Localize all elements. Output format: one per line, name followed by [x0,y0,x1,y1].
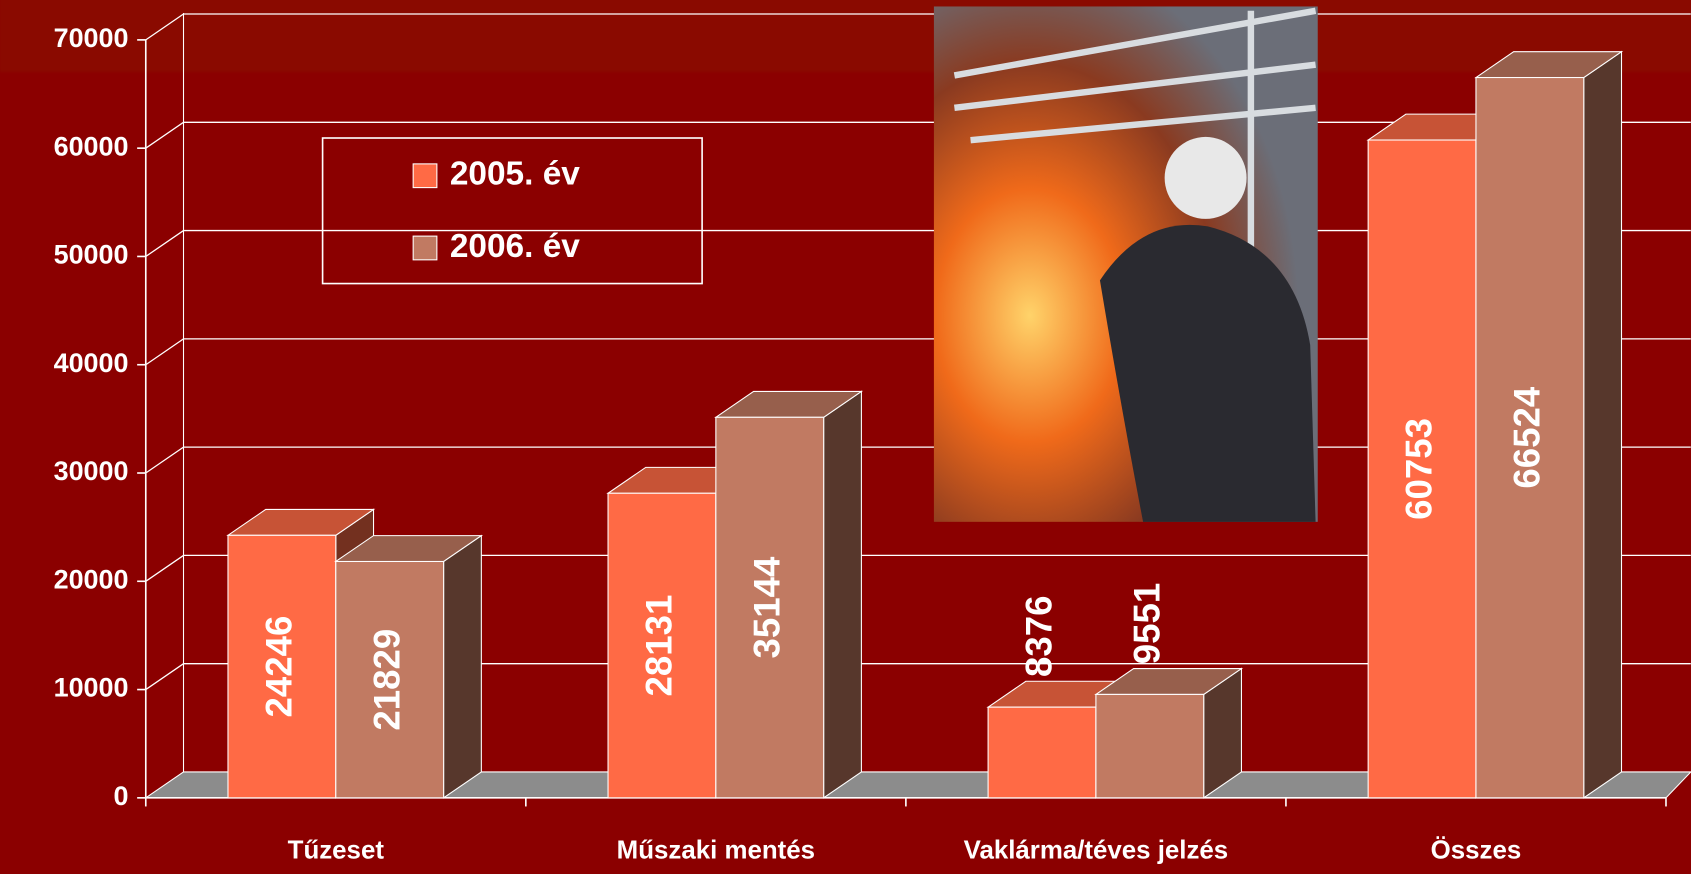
data-label: 9551 [1126,583,1167,665]
bar-group [716,391,862,797]
legend-swatch [413,236,437,260]
legend-label: 2006. év [450,228,580,265]
bar-group [1096,669,1242,798]
bar-side [444,536,482,798]
y-tick-label: 60000 [54,131,129,161]
y-tick-label: 10000 [54,673,129,703]
photo-helmet [1165,137,1247,219]
y-tick-label: 30000 [54,456,129,486]
y-tick-label: 50000 [54,240,129,270]
data-label: 66524 [1507,386,1548,489]
legend-swatch [413,164,437,188]
x-tick-label: Műszaki mentés [617,837,815,865]
page: {"chart_data": {"type": "bar3d", "catego… [0,0,1691,874]
data-label: 60753 [1399,418,1440,520]
x-tick-label: Tűzeset [288,837,385,865]
data-label: 21829 [366,629,407,731]
y-tick-label: 40000 [54,348,129,378]
data-label: 8376 [1019,595,1060,677]
data-label: 35144 [746,556,787,659]
photo [934,6,1318,521]
bar-side [824,391,862,797]
data-label: 28131 [639,595,680,697]
bar-side [1584,52,1622,798]
y-tick-label: 70000 [54,23,129,53]
chart: 0 10000 20000 30000 40000 50000 60000 70000 Tűze… [0,0,1691,869]
legend-label: 2005. év [450,156,580,193]
bar [988,707,1096,798]
x-tick-label: Vaklárma/téves jelzés [964,837,1229,865]
bar-group [1476,52,1622,798]
bar-group [336,536,482,798]
data-label: 24246 [259,616,300,718]
y-tick-label: 20000 [54,564,129,594]
y-tick-label: 0 [114,781,129,811]
bar [1096,694,1204,797]
x-tick-label: Összes [1431,836,1522,865]
